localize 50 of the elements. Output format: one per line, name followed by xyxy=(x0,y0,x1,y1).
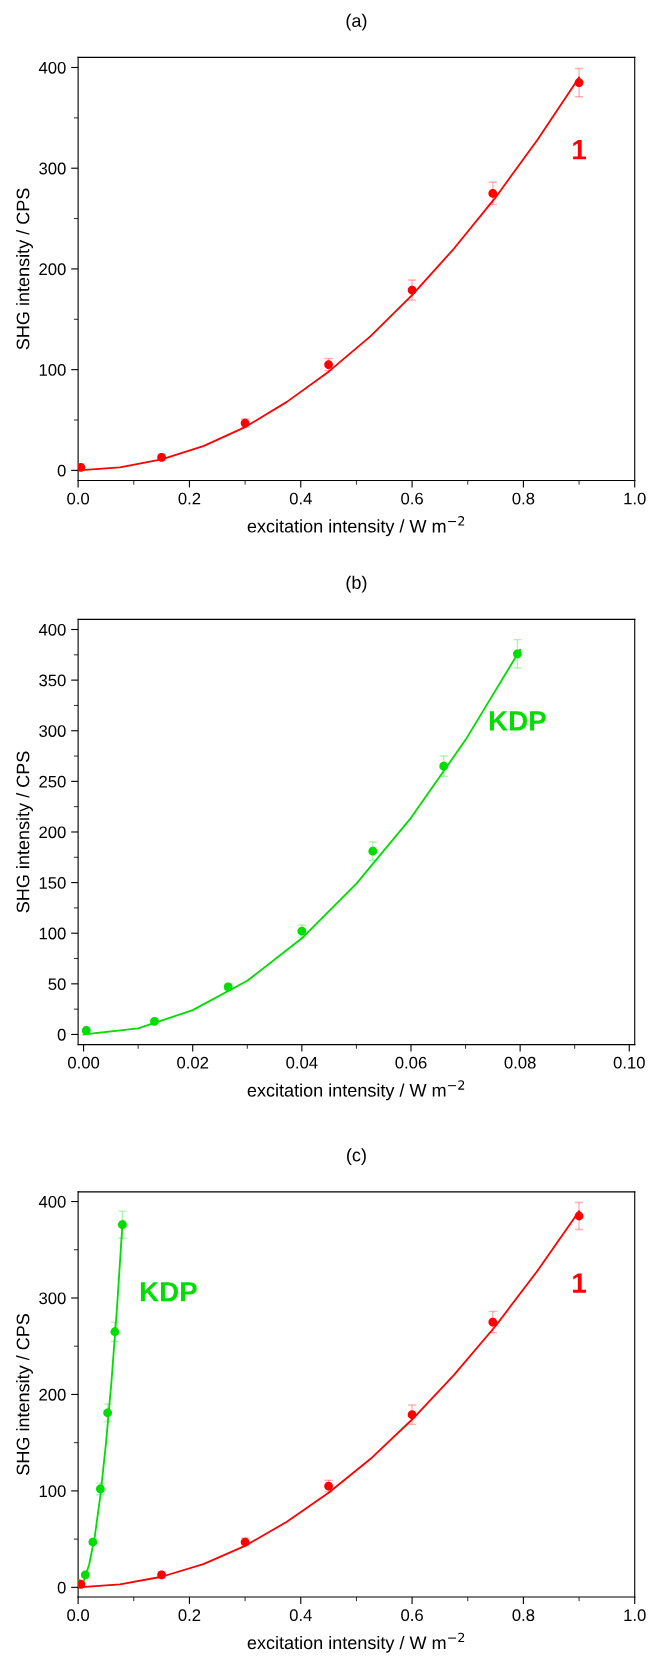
x-tick-label: 1.0 xyxy=(624,492,646,505)
y-tick-label: 300 xyxy=(39,1292,66,1305)
x-tick-label: 0.8 xyxy=(512,492,535,505)
series-label: 1 xyxy=(573,1273,587,1293)
x-tick-label: 0.10 xyxy=(613,1056,645,1069)
y-tick-label: 150 xyxy=(39,877,66,889)
x-tick-label: 0.0 xyxy=(67,492,90,505)
y-tick-label: 0 xyxy=(57,1028,66,1041)
y-tick-label: 100 xyxy=(39,927,66,940)
x-tick-label: 0.6 xyxy=(401,1609,423,1622)
x-tick-label: 0.00 xyxy=(68,1056,100,1069)
chart-title: (b) xyxy=(346,575,367,593)
y-tick-label: 300 xyxy=(39,725,66,737)
y-axis-title: SHG intensity / CPS xyxy=(16,188,33,350)
x-tick-label: 0.2 xyxy=(178,492,201,505)
y-tick-label: 0 xyxy=(57,1581,66,1594)
y-tick-label: 200 xyxy=(39,263,66,276)
x-tick-label: 0.04 xyxy=(286,1056,318,1069)
x-tick-label: 0.0 xyxy=(67,1609,90,1622)
y-tick-label: 350 xyxy=(39,674,66,687)
x-tick-label: 0.4 xyxy=(289,492,312,505)
x-axis-title: excitation intensity / W m$^{−2}$ xyxy=(247,516,465,537)
series-label: KDP xyxy=(489,711,546,731)
y-axis-title: SHG intensity / CPS xyxy=(16,1313,33,1475)
y-tick-label: 50 xyxy=(48,978,66,991)
x-tick-label: 0.8 xyxy=(512,1609,535,1622)
y-tick-label: 400 xyxy=(38,623,66,636)
x-tick-label: 0.2 xyxy=(178,1609,201,1622)
y-tick-label: 0 xyxy=(57,464,66,477)
series-label: KDP xyxy=(140,1282,197,1302)
y-tick-label: 400 xyxy=(38,1195,66,1208)
x-tick-label: 0.08 xyxy=(504,1056,536,1069)
x-tick-label: 0.4 xyxy=(289,1609,312,1622)
y-tick-label: 200 xyxy=(39,1388,66,1401)
x-tick-label: 1.0 xyxy=(624,1609,646,1622)
chart-title: (a) xyxy=(346,13,367,31)
x-axis-title: excitation intensity / W m$^{−2}$ xyxy=(247,1632,465,1653)
x-axis-title: excitation intensity / W m$^{−2}$ xyxy=(247,1080,465,1101)
y-tick-label: 200 xyxy=(39,826,66,839)
y-axis-title: SHG intensity / CPS xyxy=(16,751,33,913)
x-tick-label: 0.06 xyxy=(395,1056,427,1069)
y-tick-label: 100 xyxy=(39,1485,66,1498)
y-tick-label: 300 xyxy=(39,162,66,175)
series-label: 1 xyxy=(573,140,587,160)
y-tick-label: 250 xyxy=(39,775,66,788)
x-tick-label: 0.6 xyxy=(401,492,423,505)
x-tick-label: 0.02 xyxy=(177,1056,209,1069)
y-tick-label: 100 xyxy=(39,364,66,376)
chart-title: (c) xyxy=(347,1148,366,1166)
y-tick-label: 400 xyxy=(38,61,66,74)
